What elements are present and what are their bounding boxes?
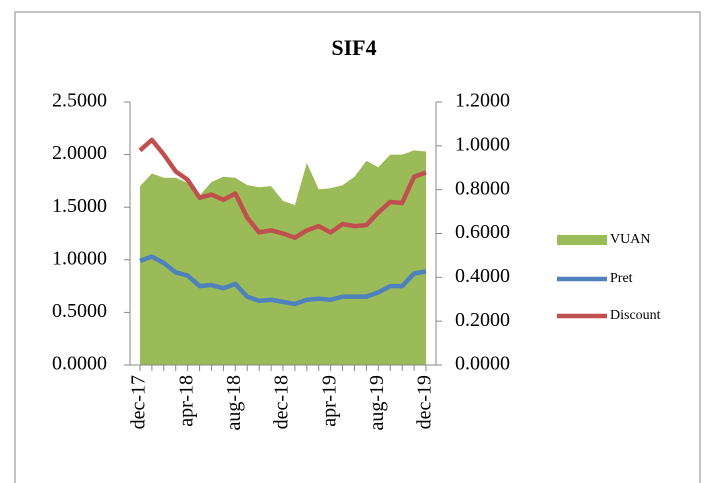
y2-tick-label: 0.0000 [455,353,510,375]
line [138,137,427,240]
x-tick-label: dec-19 [414,375,436,429]
legend-label: Pret [610,271,633,286]
legend-swatch [557,235,607,245]
x-tick-label: apr-19 [318,375,340,427]
y2-tick-label: 1.2000 [455,90,510,112]
x-tick-label: aug-19 [366,375,388,431]
x-tick-label: dec-17 [128,375,150,429]
legend-label: Discount [610,308,661,323]
legend-label: VUAN [610,232,650,247]
y-tick-label: 0.5000 [52,300,107,322]
y2-tick-label: 0.8000 [455,177,510,199]
y2-tick-label: 0.6000 [455,221,510,243]
y-tick-label: 2.5000 [52,90,107,112]
y2-tick-label: 1.0000 [455,133,510,155]
chart-title: SIF4 [331,35,376,60]
x-tick-label: apr-18 [175,375,197,427]
y2-tick-label: 0.2000 [455,309,510,331]
y2-tick-label: 0.4000 [455,265,510,287]
y-tick-label: 2.0000 [52,142,107,164]
y-tick-label: 1.5000 [52,195,107,217]
x-tick-label: aug-18 [223,375,245,431]
area [140,150,426,365]
line [139,254,427,307]
y-tick-label: 1.0000 [52,247,107,269]
y-tick-label: 0.0000 [52,353,107,375]
x-tick-label: dec-18 [271,375,293,429]
